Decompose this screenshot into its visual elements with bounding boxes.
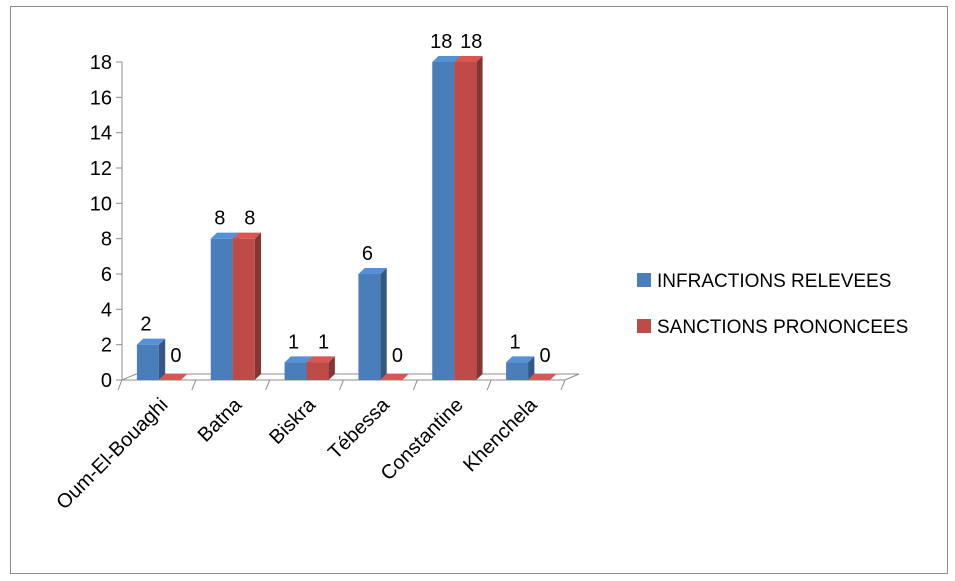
legend-swatch xyxy=(637,273,651,287)
bar xyxy=(358,268,387,380)
bar-top xyxy=(232,232,262,239)
legend-label: INFRACTIONS RELEVEES xyxy=(657,271,891,292)
x-tick-mark xyxy=(560,379,566,391)
bar-front xyxy=(136,344,159,380)
bar-front xyxy=(306,362,329,380)
data-label: 6 xyxy=(362,243,373,265)
bar-front xyxy=(506,362,529,380)
bar-top xyxy=(158,374,188,380)
x-tick-mark xyxy=(486,379,492,391)
bar-top xyxy=(358,268,387,274)
bar xyxy=(306,356,335,380)
bar-side xyxy=(476,56,483,380)
x-tick-mark xyxy=(339,379,344,391)
data-label: 8 xyxy=(244,208,255,230)
data-label: 0 xyxy=(392,345,403,367)
bar-front xyxy=(432,62,455,380)
data-label: 0 xyxy=(540,345,551,367)
bar-top xyxy=(454,56,483,62)
y-axis: 0 2 4 6 8 10 12 14 16 18 xyxy=(90,52,123,392)
y-tick-label: 12 xyxy=(90,158,112,180)
bar-top xyxy=(528,374,557,380)
bar xyxy=(506,356,535,380)
y-tick-label: 14 xyxy=(90,123,112,145)
bar-top xyxy=(380,374,409,380)
bar-front xyxy=(358,274,381,380)
bar-top xyxy=(210,232,240,239)
bar-front xyxy=(232,238,255,380)
y-tick-label: 2 xyxy=(101,335,112,357)
bar-side xyxy=(254,232,262,380)
y-tick-label: 8 xyxy=(101,229,112,251)
x-category-label: Biskra xyxy=(265,393,320,448)
bar-front xyxy=(284,362,307,380)
x-category-label: Khenchela xyxy=(459,393,542,476)
data-label: 18 xyxy=(460,31,482,53)
data-label: 0 xyxy=(170,345,181,367)
bar-side xyxy=(158,338,166,380)
data-label: 1 xyxy=(510,331,521,353)
bar xyxy=(136,338,166,380)
bar-top xyxy=(306,356,335,363)
data-label: 2 xyxy=(140,314,151,336)
y-tick-label: 0 xyxy=(101,370,112,392)
y-tick-label: 6 xyxy=(101,264,112,286)
bars xyxy=(136,56,557,380)
data-label: 1 xyxy=(288,331,299,353)
y-tick-label: 18 xyxy=(90,52,112,74)
x-tick-mark xyxy=(412,379,418,391)
x-tick-mark xyxy=(265,379,271,391)
bar-top xyxy=(432,56,461,62)
legend: INFRACTIONS RELEVEES SANCTIONS PRONONCEES xyxy=(637,271,908,338)
bar xyxy=(528,374,557,380)
bar-side xyxy=(528,356,535,380)
data-label: 1 xyxy=(318,331,329,353)
bar-front xyxy=(454,62,477,380)
x-category-label: Oum-El-Bouaghi xyxy=(52,394,172,514)
bar-side xyxy=(328,356,335,380)
bar xyxy=(454,56,483,380)
y-tick-label: 16 xyxy=(90,87,112,109)
bar-top xyxy=(136,338,166,345)
bar-top xyxy=(284,356,313,363)
data-label: 8 xyxy=(214,208,225,230)
y-tick-label: 4 xyxy=(101,299,112,321)
bar-front xyxy=(210,238,233,380)
bar xyxy=(380,374,409,380)
y-tick-label: 10 xyxy=(90,193,112,215)
legend-label: SANCTIONS PRONONCEES xyxy=(657,317,908,338)
x-category-label: Batna xyxy=(194,393,247,446)
bar xyxy=(232,232,262,380)
x-axis: Oum-El-Bouaghi Batna Biskra TébessaConstant… xyxy=(52,379,566,514)
chart-frame xyxy=(10,6,948,574)
bar-top xyxy=(506,356,535,363)
x-tick-mark xyxy=(117,379,123,391)
data-label: 18 xyxy=(430,31,452,53)
x-tick-mark xyxy=(191,379,197,391)
bar-side xyxy=(380,268,387,380)
x-category-label: Tébessa xyxy=(324,393,394,463)
legend-swatch xyxy=(637,319,651,333)
bar xyxy=(158,374,188,380)
